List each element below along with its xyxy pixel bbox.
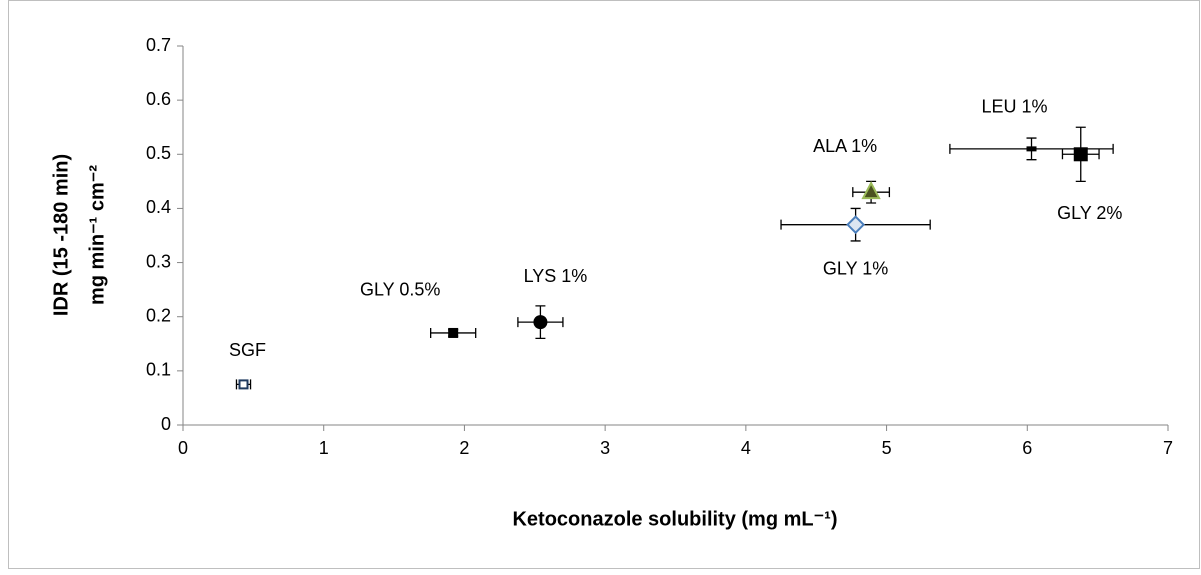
y-tick-label: 0 [161,414,171,434]
point [238,379,249,390]
y-tick-label: 0.2 [146,305,171,325]
point [846,215,866,235]
y-tick-label: 0.1 [146,360,171,380]
point [533,315,548,330]
point [1026,146,1037,152]
point-label: GLY 2% [1057,203,1122,223]
point-label: GLY 0.5% [360,280,440,300]
y-tick-label: 0.5 [146,143,171,163]
point [448,327,459,338]
y-tick-label: 0.6 [146,89,171,109]
y-tick-label: 0.7 [146,35,171,55]
x-tick-label: 2 [459,438,469,458]
x-tick-label: 3 [600,438,610,458]
point [1073,147,1088,162]
x-tick-label: 6 [1022,438,1032,458]
point-label: SGF [229,340,266,360]
x-tick-label: 5 [882,438,892,458]
y-tick-label: 0.4 [146,197,171,217]
x-tick-label: 4 [741,438,751,458]
point-label: LYS 1% [524,266,588,286]
x-tick-label: 7 [1163,438,1173,458]
y-tick-label: 0.3 [146,251,171,271]
y-axis-title: IDR (15 -180 min) [50,154,72,316]
chart-frame [8,0,1200,569]
x-tick-label: 1 [319,438,329,458]
point-label: LEU 1% [981,97,1047,117]
y-axis-title: mg min⁻¹ cm⁻² [86,165,108,305]
x-tick-label: 0 [178,438,188,458]
point-label: GLY 1% [823,258,888,278]
x-axis-title: Ketoconazole solubility (mg mL⁻¹) [512,508,837,530]
point [861,181,881,200]
point-label: ALA 1% [813,136,877,156]
